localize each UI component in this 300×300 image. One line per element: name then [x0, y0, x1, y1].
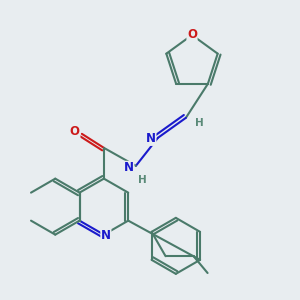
Text: O: O — [70, 125, 80, 138]
Text: H: H — [139, 175, 147, 185]
Text: N: N — [101, 229, 111, 242]
Text: N: N — [146, 132, 156, 145]
Text: O: O — [187, 28, 197, 41]
Text: H: H — [196, 118, 204, 128]
Text: N: N — [124, 161, 134, 174]
